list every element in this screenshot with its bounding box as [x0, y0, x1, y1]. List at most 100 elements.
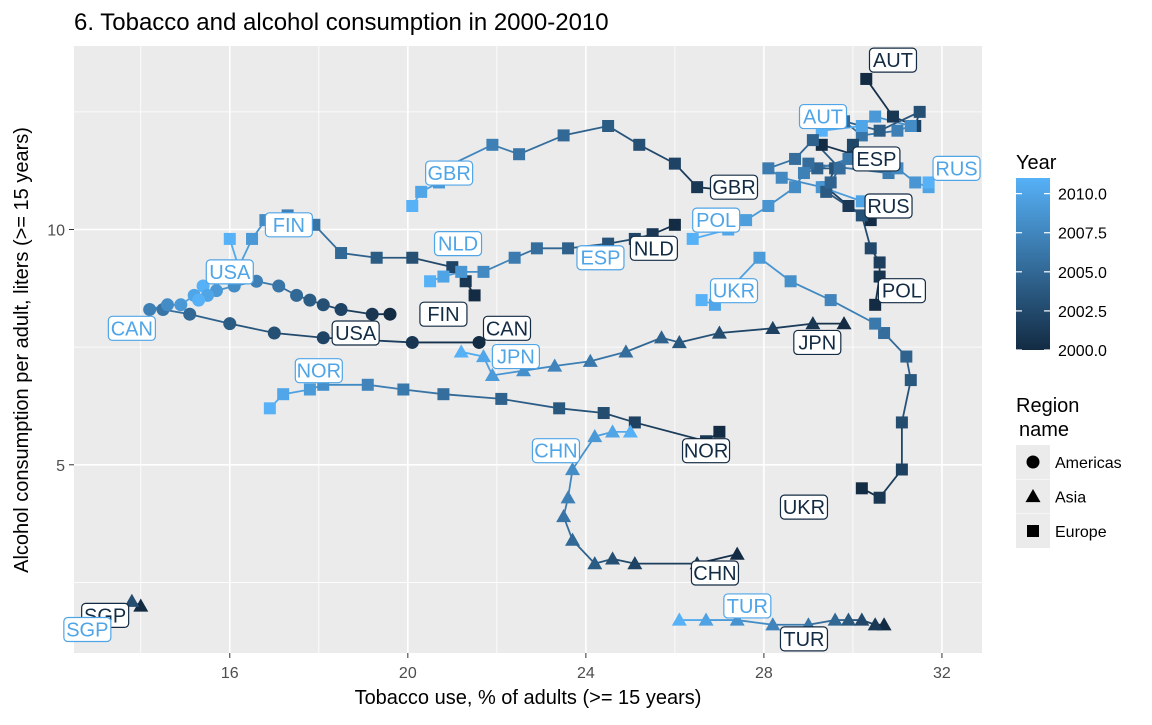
- point-label-sgp: SGP: [63, 616, 112, 643]
- data-point-nld: [530, 242, 543, 255]
- point-label-text: NOR: [684, 441, 728, 463]
- data-point-chn: [565, 461, 581, 476]
- data-point-sgp: [124, 593, 140, 607]
- point-label-box: [576, 245, 625, 271]
- data-point-pol: [797, 167, 810, 180]
- series-segment-jpn: [679, 332, 720, 344]
- data-point-fin: [459, 275, 472, 288]
- data-point-jpn: [582, 353, 598, 367]
- data-point-nor: [713, 425, 726, 438]
- data-point-can: [183, 307, 197, 321]
- point-label-can: CAN: [482, 315, 532, 341]
- data-point-esp: [789, 152, 802, 165]
- point-label-text: TUR: [727, 596, 768, 618]
- point-label-box: [864, 193, 913, 219]
- data-point-ukr: [695, 294, 708, 307]
- point-label-text: SGP: [66, 619, 108, 641]
- data-point-aut: [860, 72, 873, 85]
- data-point-aut: [913, 105, 926, 118]
- data-point-pol: [873, 256, 886, 269]
- data-point-pol: [686, 232, 699, 245]
- legend-key-triangle-icon: [1025, 489, 1041, 503]
- series-segment-nor: [501, 398, 560, 410]
- data-point-jpn: [805, 316, 821, 330]
- data-point-fin: [223, 232, 236, 245]
- point-label-box: [779, 494, 829, 520]
- data-point-can: [174, 298, 188, 312]
- series-segment-esp: [781, 176, 822, 189]
- point-label-text: JPN: [497, 347, 535, 369]
- series-segment-aut: [879, 111, 921, 132]
- point-label-box: [793, 329, 842, 356]
- data-point-nld: [668, 218, 681, 231]
- data-point-gbr: [415, 185, 428, 198]
- point-label-box: [709, 174, 759, 200]
- point-label-esp: ESP: [576, 245, 625, 271]
- data-point-nor: [361, 378, 374, 391]
- series-segment-can: [189, 313, 230, 325]
- data-point-rus: [802, 157, 815, 170]
- point-label-nor: NOR: [294, 358, 343, 384]
- legend-region-title-line2: name: [1019, 419, 1069, 441]
- point-label-text: AUT: [873, 50, 913, 72]
- series-segment-ukr: [901, 379, 912, 423]
- point-label-box: [491, 343, 540, 370]
- data-point-can: [405, 335, 419, 349]
- data-point-tur: [729, 612, 745, 626]
- data-point-can: [160, 298, 174, 312]
- series-segment-nor: [403, 388, 444, 396]
- point-label-text: CAN: [111, 318, 153, 340]
- series-segment-jpn: [625, 336, 662, 353]
- data-point-nor: [495, 392, 508, 405]
- data-point-nor: [397, 383, 410, 396]
- data-point-fin: [370, 251, 383, 264]
- grid-major: [74, 46, 982, 653]
- point-label-box: [868, 47, 918, 73]
- point-label-text: ESP: [580, 248, 620, 270]
- point-label-box: [63, 616, 112, 643]
- data-point-chn: [605, 551, 621, 565]
- point-label-box: [419, 301, 468, 327]
- data-point-ukr: [878, 327, 891, 340]
- data-point-usa: [303, 293, 317, 307]
- data-point-jpn: [475, 349, 491, 363]
- point-label-gbr: GBR: [425, 160, 474, 186]
- point-label-chn: CHN: [531, 438, 581, 464]
- point-label-box: [629, 235, 678, 261]
- series-segment-jpn: [590, 350, 627, 363]
- data-point-gbr: [406, 199, 419, 212]
- data-point-chn: [605, 424, 621, 438]
- data-point-jpn: [453, 344, 469, 358]
- series-segment-ukr: [830, 299, 876, 325]
- data-point-fin: [468, 289, 481, 302]
- point-label-jpn: JPN: [793, 329, 842, 356]
- data-point-aut: [855, 129, 868, 142]
- data-point-usa: [272, 279, 286, 293]
- legend-key-square-icon: [1027, 525, 1039, 537]
- legend-region-keys: Americas Asia Europe: [1016, 445, 1122, 548]
- x-tick-label: 16: [221, 665, 239, 682]
- series-segment-can: [274, 332, 324, 339]
- point-label-esp: ESP: [852, 146, 901, 172]
- series-segment-jpn: [554, 360, 591, 367]
- data-point-aut: [891, 124, 904, 137]
- series-segment-can: [229, 322, 275, 334]
- point-label-box: [681, 438, 731, 464]
- point-label-text: GBR: [712, 177, 755, 199]
- legend-year-title: Year: [1016, 152, 1057, 174]
- point-label-box: [877, 278, 926, 304]
- series-segment-jpn: [492, 369, 524, 377]
- data-point-tur: [827, 612, 843, 626]
- data-point-ukr: [753, 251, 766, 264]
- data-point-rus: [922, 176, 935, 189]
- axis-ticks: 16 20 24 28 32 5 10: [47, 223, 951, 682]
- data-point-ukr: [855, 482, 868, 495]
- data-point-ukr: [904, 374, 917, 387]
- data-point-usa: [290, 288, 304, 302]
- point-label-rus: RUS: [864, 193, 913, 219]
- point-label-text: RUS: [935, 158, 977, 180]
- point-label-box: [294, 358, 343, 384]
- series-segment-jpn: [719, 327, 773, 334]
- data-point-pol: [869, 298, 882, 311]
- point-label-text: CHN: [693, 563, 736, 585]
